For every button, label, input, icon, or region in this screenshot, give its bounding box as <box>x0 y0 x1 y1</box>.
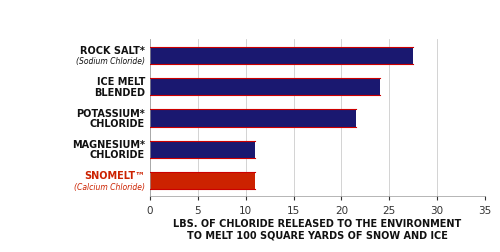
Text: SNOMELT™: SNOMELT™ <box>84 170 145 180</box>
Text: ICE MELT: ICE MELT <box>96 77 145 87</box>
Text: ROCK SALT*: ROCK SALT* <box>80 45 145 55</box>
Text: BLENDED: BLENDED <box>94 87 145 97</box>
Text: (Sodium Chloride): (Sodium Chloride) <box>76 57 145 66</box>
Text: POTASSIUM*: POTASSIUM* <box>76 108 145 118</box>
Bar <box>150 172 256 190</box>
Bar <box>150 79 380 96</box>
Bar <box>150 110 356 127</box>
Text: MAGNESIUM*: MAGNESIUM* <box>72 140 145 150</box>
Bar <box>150 141 256 158</box>
Text: CHLORIDE USAGE FOR VARIOUS ICE MELTERS: CHLORIDE USAGE FOR VARIOUS ICE MELTERS <box>82 8 418 21</box>
Text: LBS. OF CHLORIDE RELEASED TO THE ENVIRONMENT
TO MELT 100 SQUARE YARDS OF SNOW AN: LBS. OF CHLORIDE RELEASED TO THE ENVIRON… <box>174 218 462 239</box>
Text: (Calcium Chloride): (Calcium Chloride) <box>74 182 145 191</box>
Text: CHLORIDE: CHLORIDE <box>90 150 145 160</box>
Text: CHLORIDE: CHLORIDE <box>90 118 145 129</box>
Bar <box>150 47 413 65</box>
